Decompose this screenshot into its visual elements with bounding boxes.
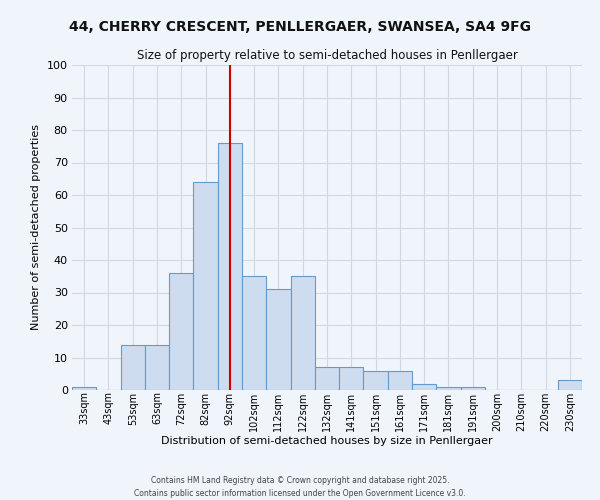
Bar bbox=[412, 384, 436, 390]
Bar bbox=[558, 380, 582, 390]
Text: 44, CHERRY CRESCENT, PENLLERGAER, SWANSEA, SA4 9FG: 44, CHERRY CRESCENT, PENLLERGAER, SWANSE… bbox=[69, 20, 531, 34]
Y-axis label: Number of semi-detached properties: Number of semi-detached properties bbox=[31, 124, 41, 330]
Bar bbox=[388, 370, 412, 390]
Bar bbox=[169, 273, 193, 390]
Bar bbox=[461, 387, 485, 390]
Bar bbox=[193, 182, 218, 390]
Bar bbox=[242, 276, 266, 390]
Bar bbox=[339, 367, 364, 390]
Bar bbox=[72, 387, 96, 390]
Text: Contains HM Land Registry data © Crown copyright and database right 2025.
Contai: Contains HM Land Registry data © Crown c… bbox=[134, 476, 466, 498]
Bar bbox=[145, 344, 169, 390]
Bar bbox=[121, 344, 145, 390]
Bar bbox=[266, 289, 290, 390]
Bar bbox=[436, 387, 461, 390]
Bar bbox=[290, 276, 315, 390]
Bar bbox=[364, 370, 388, 390]
X-axis label: Distribution of semi-detached houses by size in Penllergaer: Distribution of semi-detached houses by … bbox=[161, 436, 493, 446]
Title: Size of property relative to semi-detached houses in Penllergaer: Size of property relative to semi-detach… bbox=[137, 50, 517, 62]
Bar bbox=[315, 367, 339, 390]
Bar bbox=[218, 143, 242, 390]
